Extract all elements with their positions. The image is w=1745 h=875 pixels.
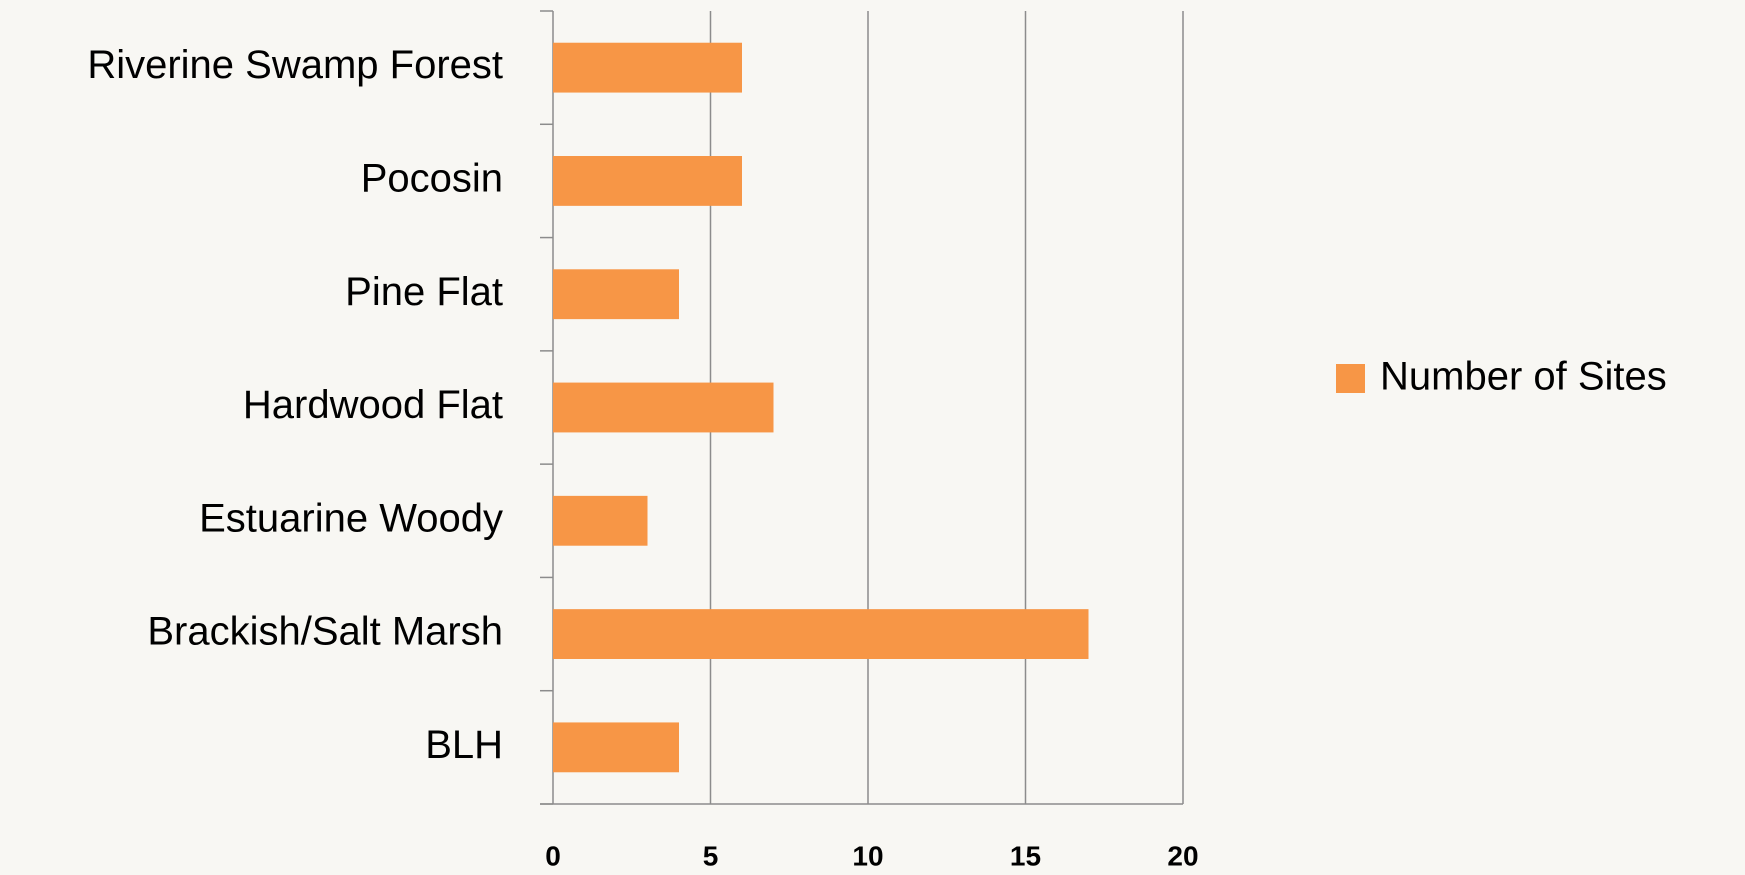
- x-tick-label: 5: [703, 840, 719, 871]
- y-tick-label: BLH: [425, 723, 503, 767]
- bar: [553, 269, 679, 320]
- y-tick-label: Brackish/Salt Marsh: [147, 610, 503, 654]
- y-tick-label: Pine Flat: [345, 270, 503, 314]
- y-tick-label: Estuarine Woody: [199, 496, 503, 540]
- x-tick-label: 20: [1167, 840, 1198, 871]
- x-tick-label: 10: [852, 840, 883, 871]
- bar: [553, 382, 774, 433]
- bar: [553, 722, 679, 773]
- y-tick-label: Pocosin: [361, 156, 503, 200]
- y-tick-label: Riverine Swamp Forest: [87, 43, 503, 87]
- x-tick-label: 0: [545, 840, 561, 871]
- bar: [553, 42, 742, 93]
- bar: [553, 495, 648, 546]
- legend-swatch: [1336, 364, 1365, 393]
- bar: [553, 609, 1089, 659]
- y-tick-label: Hardwood Flat: [243, 383, 503, 427]
- legend-label: Number of Sites: [1380, 355, 1667, 399]
- bar: [553, 156, 742, 206]
- x-tick-label: 15: [1010, 840, 1041, 871]
